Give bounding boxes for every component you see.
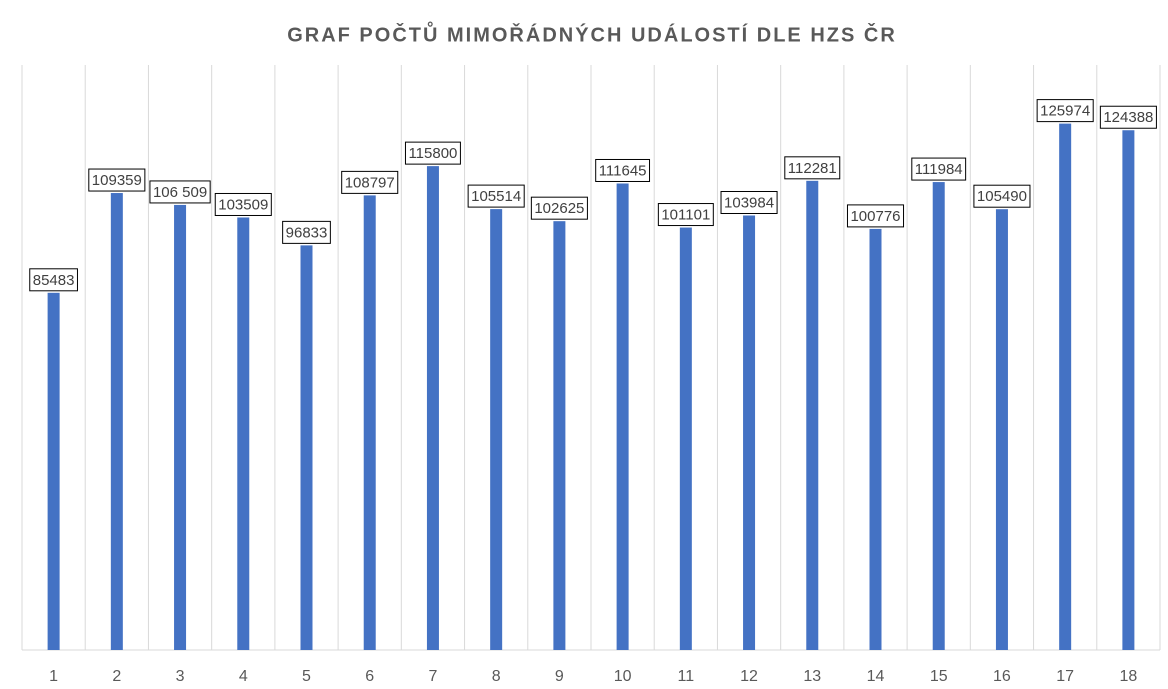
- x-tick-label: 11: [678, 668, 695, 685]
- x-tick-label: 13: [803, 668, 821, 685]
- data-label-box: [467, 184, 525, 208]
- data-label-box: [214, 192, 272, 216]
- x-tick-label: 15: [930, 668, 948, 685]
- bar: [426, 166, 439, 650]
- bar: [743, 215, 756, 650]
- chart-title: GRAF POČTŮ MIMOŘÁDNÝCH UDÁLOSTÍ DLE HZS …: [287, 20, 897, 46]
- data-label-box: [1099, 105, 1157, 129]
- x-tick-label: 9: [555, 668, 564, 685]
- data-label: 111645: [599, 162, 647, 179]
- bar: [616, 183, 629, 650]
- x-tick-label: 3: [176, 668, 185, 685]
- x-tick-label: 6: [365, 668, 374, 685]
- data-label-box: [784, 156, 841, 180]
- data-label-box: [911, 157, 967, 181]
- data-label-box: [530, 196, 588, 220]
- bar: [300, 245, 313, 650]
- bar: [995, 209, 1008, 650]
- bar: [1059, 123, 1072, 650]
- data-label: 108797: [345, 174, 395, 191]
- x-tick-label: 7: [428, 668, 437, 685]
- data-label-box: [88, 168, 146, 192]
- data-label: 106 509: [153, 184, 207, 201]
- bar: [869, 228, 882, 651]
- bar: [806, 180, 819, 651]
- data-label: 111984: [915, 161, 963, 178]
- bar: [490, 209, 503, 650]
- data-label: 96833: [286, 224, 328, 241]
- data-label: 100776: [850, 208, 900, 225]
- data-label-box: [149, 180, 211, 204]
- x-tick-label: 17: [1056, 668, 1074, 685]
- x-tick-label: 10: [614, 668, 632, 685]
- data-label-box: [1036, 99, 1094, 123]
- data-label: 102625: [534, 200, 584, 217]
- data-label: 103984: [724, 194, 774, 211]
- data-label: 112281: [788, 160, 837, 177]
- bar: [174, 204, 187, 651]
- data-label-box: [404, 141, 461, 165]
- bar: [1122, 130, 1135, 651]
- x-tick-label: 16: [993, 668, 1011, 685]
- data-label: 109359: [92, 172, 142, 189]
- x-tick-label: 14: [867, 668, 885, 685]
- data-label: 115800: [408, 145, 457, 162]
- x-tick-label: 5: [302, 668, 311, 685]
- data-label-box: [657, 203, 714, 227]
- bar: [47, 292, 60, 650]
- x-tick-label: 18: [1119, 668, 1137, 685]
- data-label: 103509: [218, 196, 268, 213]
- x-tick-label: 2: [112, 668, 121, 685]
- bar: [679, 227, 692, 651]
- data-label: 124388: [1103, 109, 1153, 126]
- bar: [363, 195, 376, 650]
- data-label-box: [595, 158, 651, 182]
- bar: [932, 182, 945, 650]
- data-label-box: [846, 204, 905, 228]
- bar: [110, 193, 123, 650]
- bar: [553, 221, 566, 650]
- data-label-box: [341, 170, 399, 194]
- x-tick-label: 8: [492, 668, 501, 685]
- data-label-box: [282, 220, 331, 244]
- x-tick-label: 12: [740, 668, 758, 685]
- data-label: 105514: [471, 188, 521, 205]
- x-tick-label: 4: [239, 668, 248, 685]
- bar: [237, 217, 250, 650]
- data-label: 105490: [977, 188, 1027, 205]
- data-label: 101101: [661, 207, 710, 224]
- data-label: 125974: [1040, 103, 1090, 120]
- data-label-box: [720, 190, 778, 214]
- data-label: 85483: [33, 272, 75, 289]
- x-tick-label: 1: [49, 668, 58, 685]
- data-label-box: [29, 268, 78, 292]
- data-label-box: [973, 184, 1031, 208]
